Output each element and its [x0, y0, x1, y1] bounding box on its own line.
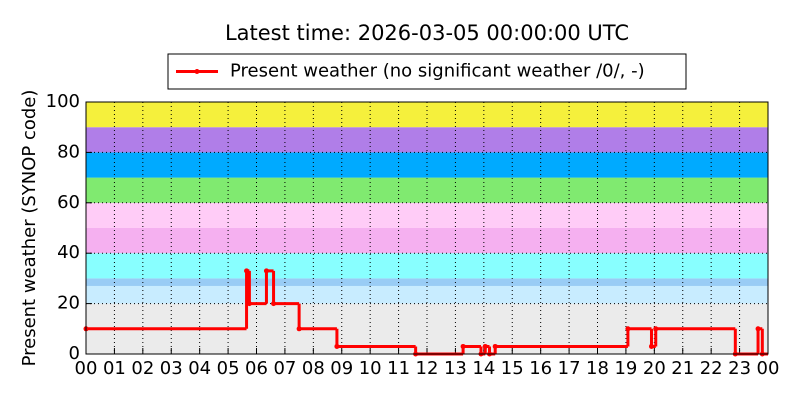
point-marker — [334, 343, 340, 349]
x-tick-label: 00 — [75, 358, 98, 379]
y-tick-label: 100 — [46, 91, 80, 112]
point-marker — [271, 301, 277, 307]
y-tick-label: 20 — [57, 293, 80, 314]
x-tick-label: 23 — [728, 358, 751, 379]
x-tick-label: 06 — [245, 358, 268, 379]
x-tick-label: 01 — [103, 358, 126, 379]
x-tick-label: 11 — [387, 358, 410, 379]
point-marker — [460, 343, 466, 349]
x-tick-label: 08 — [302, 358, 325, 379]
chart-title: Latest time: 2026-03-05 00:00:00 UTC — [225, 21, 629, 45]
background-band — [86, 228, 768, 254]
x-tick-label: 05 — [217, 358, 240, 379]
point-marker — [648, 343, 654, 349]
x-tick-label: 19 — [614, 358, 637, 379]
point-marker — [246, 301, 252, 307]
x-tick-label: 00 — [757, 358, 780, 379]
x-tick-label: 17 — [558, 358, 581, 379]
x-tick-label: 03 — [160, 358, 183, 379]
legend-marker — [194, 69, 200, 74]
y-tick-label: 60 — [57, 192, 80, 213]
y-tick-label: 0 — [69, 343, 80, 364]
x-tick-label: 14 — [472, 358, 495, 379]
x-tick-label: 18 — [586, 358, 609, 379]
x-tick-label: 07 — [273, 358, 296, 379]
x-tick-label: 13 — [444, 358, 467, 379]
point-marker — [296, 326, 302, 332]
x-tick-label: 10 — [359, 358, 382, 379]
plot-frame — [85, 101, 769, 355]
point-marker — [263, 268, 269, 274]
x-tick-label: 04 — [188, 358, 211, 379]
point-marker — [625, 326, 631, 332]
x-tick-label: 09 — [330, 358, 353, 379]
x-tick-label: 02 — [131, 358, 154, 379]
point-marker — [653, 326, 659, 332]
point-marker — [482, 343, 488, 349]
point-marker — [755, 326, 761, 332]
x-tick-label: 12 — [416, 358, 439, 379]
x-tick-label: 22 — [700, 358, 723, 379]
x-tick-label: 15 — [501, 358, 524, 379]
point-marker — [244, 268, 250, 274]
legend-label: Present weather (no significant weather … — [230, 61, 645, 82]
background-band — [86, 127, 768, 153]
background-band — [86, 152, 768, 178]
point-marker — [492, 343, 498, 349]
x-tick-label: 20 — [643, 358, 666, 379]
x-tick-label: 21 — [671, 358, 694, 379]
x-tick-label: 16 — [529, 358, 552, 379]
y-tick-label: 40 — [57, 242, 80, 263]
legend-box — [167, 53, 687, 90]
y-tick-label: 80 — [57, 141, 80, 162]
y-axis-label: Present weather (SYNOP code) — [19, 90, 40, 367]
